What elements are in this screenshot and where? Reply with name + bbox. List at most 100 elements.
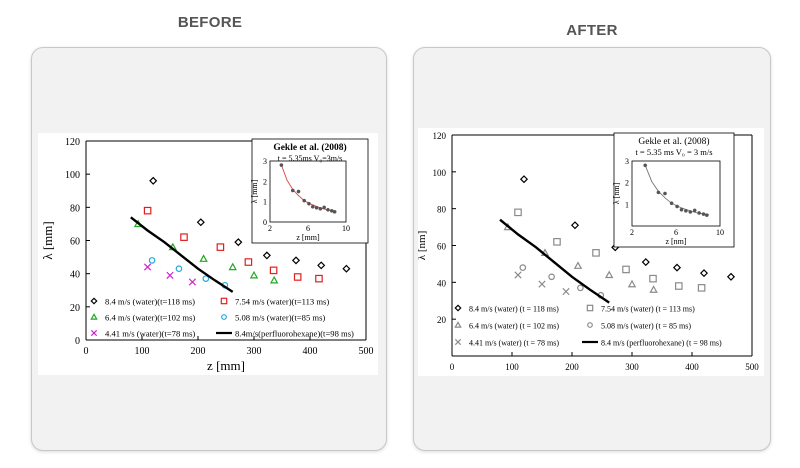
inset-x-label: z [mm] [296, 233, 320, 242]
inset-data-point [656, 190, 661, 195]
inset-data-point [290, 188, 295, 193]
data-point-diamond [641, 258, 650, 267]
inset-data-point [692, 208, 697, 213]
data-point-square [180, 233, 188, 241]
legend-marker-triangle [90, 313, 98, 320]
data-point-diamond [149, 176, 158, 185]
data-point-square [244, 258, 253, 266]
inset-data-point [679, 207, 684, 212]
inset-data-point [322, 205, 326, 210]
data-point-circle [148, 257, 156, 264]
data-point-square [553, 238, 561, 246]
y-axis-label: λ [nm] [418, 231, 428, 260]
data-point-circle [548, 273, 555, 281]
y-tick-label: 20 [70, 303, 80, 314]
data-point-diamond [699, 269, 709, 278]
inset-data-point [684, 208, 688, 213]
x-tick-label: 500 [359, 346, 374, 357]
inset-data-point [296, 189, 301, 194]
inset-data-point [675, 204, 679, 209]
legend-label: 4.41 m/s (water)(t=78 ms) [105, 329, 195, 339]
data-point-triangle [627, 279, 637, 288]
data-point-square [697, 284, 706, 292]
y-tick-label: 120 [65, 137, 80, 148]
data-point-cross [143, 263, 152, 271]
inset-y-tick-label: 1 [625, 200, 629, 209]
data-point-circle [577, 284, 584, 292]
data-point-diamond [342, 264, 351, 273]
data-point-circle [202, 275, 210, 282]
x-tick-label: 0 [84, 346, 89, 357]
inset-data-point [302, 198, 307, 203]
inset-title: Gekle et al. (2008) [273, 142, 346, 153]
inset-data-point [326, 207, 330, 212]
y-tick-label: 40 [70, 270, 80, 281]
data-point-cross [538, 280, 546, 288]
legend-label: 5.08 m/s (water) (t = 85 ms) [601, 322, 691, 331]
data-point-circle [175, 265, 183, 273]
x-tick-label: 0 [450, 362, 455, 372]
inset-data-point [314, 205, 319, 210]
inset-y-tick-label: 3 [263, 157, 267, 166]
inset-data-point [643, 163, 648, 168]
x-tick-label: 400 [685, 362, 699, 372]
data-point-diamond [570, 221, 580, 230]
inset-data-point [697, 211, 701, 215]
inset-frame [613, 132, 735, 248]
data-point-triangle [649, 285, 658, 293]
x-tick-label: 100 [505, 362, 519, 372]
inset-y-tick-label: 2 [263, 177, 267, 186]
data-point-diamond [234, 238, 243, 247]
data-point-square [592, 249, 600, 257]
legend-marker-triangle [454, 321, 462, 328]
x-tick-label: 500 [745, 362, 759, 372]
data-point-diamond [196, 218, 205, 227]
inset-data-point [279, 163, 284, 167]
legend-label: 8.4 m/s (water) (t = 118 ms) [469, 305, 559, 314]
data-point-triangle [604, 270, 614, 279]
data-point-square [622, 265, 630, 274]
before-chart: 0 100 200 300 400 500 0 20 40 60 80 100 120 z [mm] λ [… [38, 133, 378, 375]
y-tick-label: 60 [70, 237, 80, 248]
data-point-square [216, 243, 225, 251]
inset-subtitle: t = 5.35ms V₀=3m/s [278, 154, 343, 163]
y-tick-label: 80 [437, 205, 447, 215]
legend-marker-circle [587, 322, 593, 328]
data-point-triangle [199, 254, 208, 262]
inset-axes [631, 160, 721, 227]
data-point-cross [562, 287, 570, 296]
data-point-cross [166, 271, 174, 279]
inset-y-tick-label: 0 [263, 218, 267, 227]
inset-data-point [704, 213, 709, 218]
inset-x-tick-label: 2 [630, 228, 634, 237]
inset-y-label: λ [mm] [250, 179, 259, 203]
data-point-square [143, 206, 152, 215]
data-point-square [514, 208, 522, 217]
data-point-square [269, 266, 278, 275]
inset-x-tick-label: 6 [674, 228, 678, 237]
x-axis-label: z [mm] [207, 358, 245, 373]
after-heading: AFTER [566, 22, 618, 39]
data-point-square [315, 274, 323, 283]
y-tick-label: 60 [437, 242, 447, 252]
legend-label: 4.41 m/s (water) (t = 78 ms) [469, 339, 559, 348]
legend-marker-cross [90, 329, 98, 337]
data-point-diamond [726, 272, 736, 281]
y-tick-label: 120 [433, 131, 447, 141]
legend-label: 6.4 m/s (water) (t = 102 ms) [469, 322, 559, 331]
data-point-diamond [291, 256, 301, 265]
x-tick-label: 200 [191, 346, 206, 357]
inset-data-point [310, 204, 315, 209]
x-tick-label: 400 [303, 346, 318, 357]
inset-axes [269, 160, 347, 223]
x-tick-label: 300 [625, 362, 639, 372]
inset-y-tick-label: 3 [625, 157, 629, 166]
inset-x-label: z [nm] [665, 237, 686, 246]
data-point-square [649, 274, 657, 283]
series-perfluorohexane-line [499, 218, 610, 304]
inset-data-point [701, 212, 706, 216]
before-heading: BEFORE [177, 14, 243, 31]
y-tick-label: 40 [437, 278, 447, 288]
data-point-square [675, 282, 683, 290]
legend-marker-diamond [90, 297, 98, 305]
